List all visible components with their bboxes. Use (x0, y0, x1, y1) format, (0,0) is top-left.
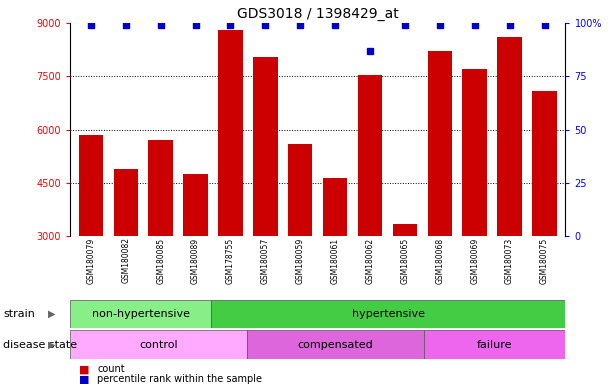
Text: compensated: compensated (297, 339, 373, 350)
Text: GSM180085: GSM180085 (156, 237, 165, 283)
Bar (288, 144, 313, 343)
Bar (463, 69, 487, 343)
Bar (70, 300, 212, 328)
Text: GSM180075: GSM180075 (540, 237, 549, 284)
Bar (393, 224, 417, 343)
Text: GSM180057: GSM180057 (261, 237, 270, 284)
Bar (532, 91, 557, 343)
Bar (358, 74, 382, 343)
Text: strain: strain (3, 309, 35, 319)
Bar (212, 300, 565, 328)
Text: non-hypertensive: non-hypertensive (92, 309, 190, 319)
Text: GSM180089: GSM180089 (191, 237, 200, 283)
Bar (184, 174, 208, 343)
Text: ■: ■ (79, 364, 89, 374)
Text: hypertensive: hypertensive (352, 309, 425, 319)
Text: GSM180082: GSM180082 (121, 237, 130, 283)
Bar (148, 140, 173, 343)
Text: GSM180059: GSM180059 (295, 237, 305, 284)
Bar (497, 37, 522, 343)
Text: GSM180065: GSM180065 (401, 237, 409, 284)
Bar (70, 330, 247, 359)
Text: GSM180069: GSM180069 (470, 237, 479, 284)
Text: GSM180079: GSM180079 (86, 237, 95, 284)
Bar (253, 57, 277, 343)
Text: ▶: ▶ (48, 339, 55, 350)
Bar (424, 330, 565, 359)
Text: ▶: ▶ (48, 309, 55, 319)
Text: GSM180068: GSM180068 (435, 237, 444, 283)
Text: GSM178755: GSM178755 (226, 237, 235, 284)
Bar (247, 330, 424, 359)
Text: control: control (139, 339, 178, 350)
Bar (218, 30, 243, 343)
Text: GSM180062: GSM180062 (365, 237, 375, 283)
Text: disease state: disease state (3, 339, 77, 350)
Text: count: count (97, 364, 125, 374)
Text: failure: failure (477, 339, 513, 350)
Text: GSM180061: GSM180061 (331, 237, 340, 283)
Text: percentile rank within the sample: percentile rank within the sample (97, 374, 262, 384)
Bar (427, 51, 452, 343)
Text: ■: ■ (79, 374, 89, 384)
Bar (114, 169, 138, 343)
Bar (78, 135, 103, 343)
Title: GDS3018 / 1398429_at: GDS3018 / 1398429_at (237, 7, 399, 21)
Bar (323, 177, 347, 343)
Text: GSM180073: GSM180073 (505, 237, 514, 284)
